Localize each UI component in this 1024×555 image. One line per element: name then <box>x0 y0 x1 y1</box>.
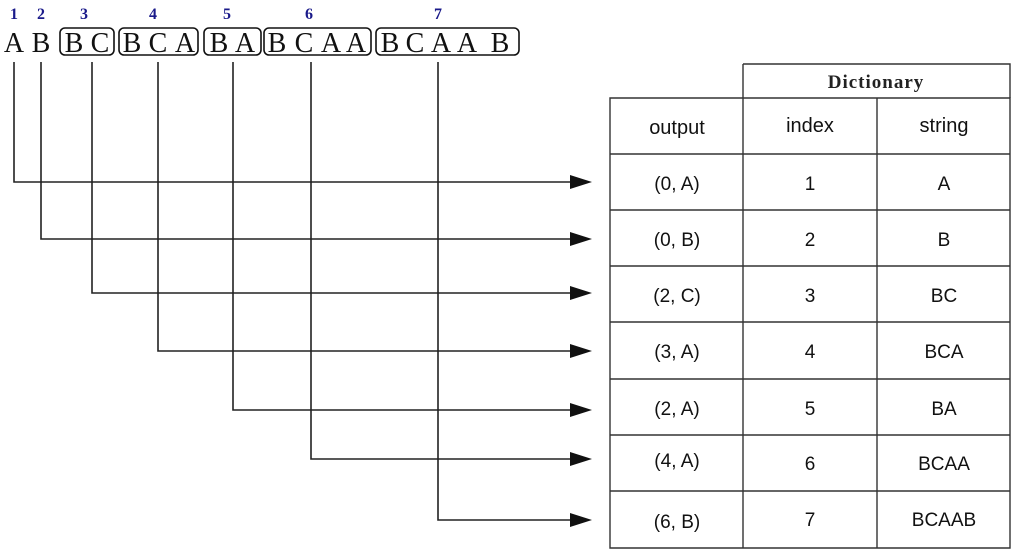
phrase-char: B <box>32 28 51 59</box>
table-row: (0, A) 1 A <box>654 174 950 195</box>
string-cell: A <box>938 174 951 195</box>
arrowhead-icon <box>570 286 592 300</box>
index-cell: 1 <box>805 174 816 195</box>
phrase-char: B <box>491 28 510 59</box>
phrase-char: B <box>268 28 287 59</box>
dictionary-header: Dictionary <box>828 72 925 93</box>
phrase-number: 5 <box>223 6 231 23</box>
phrase-number: 3 <box>80 6 88 23</box>
index-cell: 2 <box>805 230 816 251</box>
string-cell: B <box>938 230 951 251</box>
connector-line <box>437 62 572 521</box>
table-border <box>610 153 1010 492</box>
index-cell: 7 <box>805 510 816 531</box>
phrase-box <box>263 27 372 56</box>
phrase-char: A <box>346 28 367 59</box>
phrase-char: C <box>406 28 425 59</box>
phrase-char: A <box>175 28 196 59</box>
table-border <box>742 98 878 548</box>
index-cell: 6 <box>805 454 816 475</box>
phrase-number: 4 <box>149 6 157 23</box>
phrase-box <box>118 27 199 56</box>
phrase-char: A <box>235 28 256 59</box>
table-border <box>609 97 1011 549</box>
connector-line <box>157 62 572 352</box>
phrase-char: B <box>123 28 142 59</box>
string-cell: BCAA <box>918 454 970 475</box>
phrase-char: A <box>431 28 452 59</box>
output-cell: (0, A) <box>654 174 699 195</box>
index-cell: 3 <box>805 286 816 307</box>
output-cell: (2, A) <box>654 399 699 420</box>
phrase-box <box>203 27 262 56</box>
arrowhead-icon <box>570 403 592 417</box>
connector-line <box>232 62 572 411</box>
phrase-char: A <box>321 28 342 59</box>
output-cell: (0, B) <box>654 230 700 251</box>
phrase-number: 7 <box>434 6 442 23</box>
phrase-char: B <box>65 28 84 59</box>
column-header-string: string <box>920 115 969 137</box>
table-row: (2, C) 3 BC <box>653 286 957 307</box>
arrowhead-icon <box>570 232 592 246</box>
dictionary-table <box>609 63 1011 549</box>
phrase-number: 6 <box>305 6 313 23</box>
phrase-char: A <box>4 28 25 59</box>
phrase-box <box>59 27 115 56</box>
string-cell: BCA <box>924 342 963 363</box>
output-cell: (2, C) <box>653 286 701 307</box>
table-row: (6, B) 7 BCAAB <box>654 510 976 533</box>
output-cell: (6, B) <box>654 512 700 533</box>
phrase-char: C <box>295 28 314 59</box>
phrase-char: B <box>381 28 400 59</box>
phrase-char: C <box>149 28 168 59</box>
column-header-output: output <box>649 117 705 139</box>
connector-line <box>91 62 572 294</box>
table-row: (0, B) 2 B <box>654 230 951 251</box>
arrowhead-icon <box>570 344 592 358</box>
table-row: (3, A) 4 BCA <box>654 342 964 363</box>
arrowhead-icon <box>570 175 592 189</box>
table-row: (2, A) 5 BA <box>654 399 957 420</box>
arrowhead-icon <box>570 513 592 527</box>
phrase-char: B <box>210 28 229 59</box>
table-border <box>742 63 1011 98</box>
arrowhead-icon <box>570 452 592 466</box>
string-cell: BA <box>931 399 957 420</box>
index-cell: 5 <box>805 399 816 420</box>
column-header-index: index <box>786 115 834 137</box>
phrase-number: 2 <box>37 6 45 23</box>
index-cell: 4 <box>805 342 816 363</box>
connector-line <box>40 62 572 240</box>
output-cell: (4, A) <box>654 451 699 472</box>
string-cell: BCAAB <box>912 510 976 531</box>
string-cell: BC <box>931 286 957 307</box>
output-cell: (3, A) <box>654 342 699 363</box>
phrase-number: 1 <box>10 6 18 23</box>
table-row: (4, A) 6 BCAA <box>654 451 970 475</box>
connector-line <box>310 62 572 460</box>
connector-line <box>13 62 572 183</box>
phrase-char: A <box>457 28 478 59</box>
phrase-box <box>375 27 520 56</box>
phrase-char: C <box>91 28 110 59</box>
